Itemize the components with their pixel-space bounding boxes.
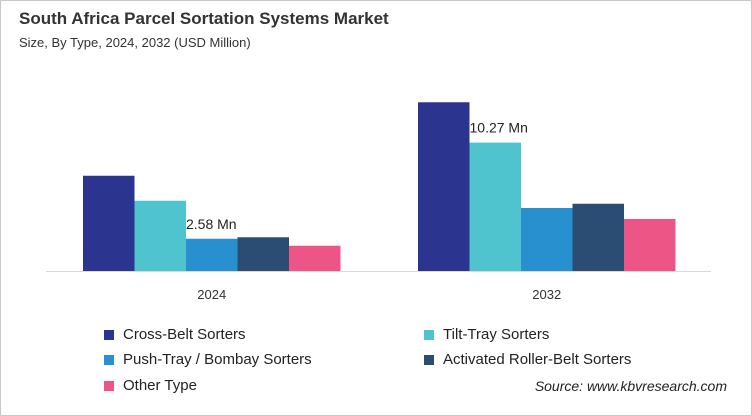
legend-label: Cross-Belt Sorters bbox=[123, 326, 246, 343]
bar-2024-2 bbox=[186, 238, 238, 271]
legend-item: Push-Tray / Bombay Sorters bbox=[104, 351, 312, 368]
legend-label: Push-Tray / Bombay Sorters bbox=[123, 351, 312, 368]
bar-2024-3 bbox=[237, 237, 289, 271]
x-tick-label: 2032 bbox=[532, 287, 561, 302]
chart-subtitle: Size, By Type, 2024, 2032 (USD Million) bbox=[19, 35, 251, 50]
bar-2024-4 bbox=[289, 245, 341, 271]
chart-title: South Africa Parcel Sortation Systems Ma… bbox=[19, 9, 389, 28]
source-note: Source: www.kbvresearch.com bbox=[534, 378, 727, 394]
legend-label: Tilt-Tray Sorters bbox=[443, 326, 550, 343]
legend-swatch bbox=[104, 380, 114, 391]
bar-2024-0 bbox=[83, 175, 135, 271]
legend-swatch bbox=[424, 354, 434, 365]
bar-2024-1 bbox=[134, 200, 186, 271]
data-label: 2.58 Mn bbox=[186, 216, 237, 232]
legend-swatch bbox=[424, 329, 434, 340]
bar-2032-3 bbox=[572, 203, 624, 271]
legend-item: Other Type bbox=[104, 377, 197, 394]
legend-item: Tilt-Tray Sorters bbox=[424, 326, 549, 343]
x-tick-label: 2024 bbox=[197, 287, 226, 302]
legend-item: Cross-Belt Sorters bbox=[104, 326, 246, 343]
legend-swatch bbox=[104, 354, 114, 365]
bar-2032-4 bbox=[624, 219, 676, 271]
legend-item: Activated Roller-Belt Sorters bbox=[424, 351, 631, 368]
legend-swatch bbox=[104, 329, 114, 340]
bar-2032-1 bbox=[469, 142, 521, 271]
data-label: 10.27 Mn bbox=[470, 120, 528, 136]
legend-label: Activated Roller-Belt Sorters bbox=[443, 351, 632, 368]
bar-2032-2 bbox=[521, 208, 573, 271]
legend-label: Other Type bbox=[123, 377, 197, 394]
bar-2032-0 bbox=[418, 102, 470, 271]
